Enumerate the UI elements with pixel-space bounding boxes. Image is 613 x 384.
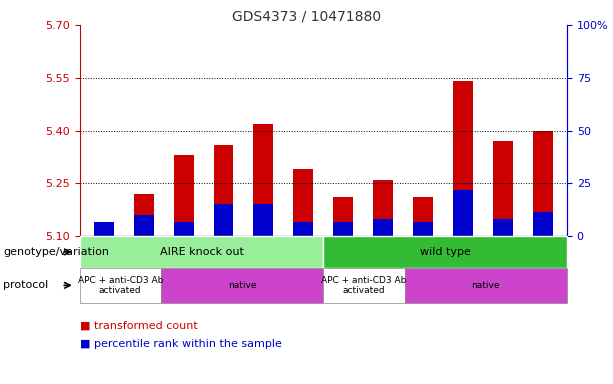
Bar (134, 194, 154, 236)
Bar (533, 212, 553, 236)
Bar (213, 204, 234, 236)
Text: native: native (471, 281, 500, 290)
Bar (173, 222, 194, 236)
Bar (533, 131, 553, 236)
Text: protocol: protocol (3, 280, 48, 290)
Text: GDS4373 / 10471880: GDS4373 / 10471880 (232, 10, 381, 23)
Text: AIRE knock out: AIRE knock out (159, 247, 243, 257)
Bar (294, 222, 313, 236)
Bar (413, 222, 433, 236)
Text: ■ transformed count: ■ transformed count (80, 320, 197, 330)
Bar (213, 145, 234, 236)
Bar (294, 169, 313, 236)
Bar (413, 197, 433, 236)
Text: genotype/variation: genotype/variation (3, 247, 109, 257)
Bar (253, 204, 273, 236)
Text: APC + anti-CD3 Ab
activated: APC + anti-CD3 Ab activated (78, 276, 163, 295)
Bar (373, 218, 394, 236)
Bar (493, 218, 513, 236)
Bar (134, 215, 154, 236)
Bar (94, 233, 113, 236)
Text: APC + anti-CD3 Ab
activated: APC + anti-CD3 Ab activated (321, 276, 406, 295)
Bar (333, 197, 353, 236)
Text: native: native (228, 281, 256, 290)
Bar (493, 141, 513, 236)
Bar (253, 124, 273, 236)
Bar (453, 190, 473, 236)
Text: wild type: wild type (420, 247, 471, 257)
Text: ■ percentile rank within the sample: ■ percentile rank within the sample (80, 339, 281, 349)
Bar (453, 81, 473, 236)
Bar (373, 180, 394, 236)
Bar (173, 155, 194, 236)
Bar (333, 222, 353, 236)
Bar (94, 222, 113, 236)
